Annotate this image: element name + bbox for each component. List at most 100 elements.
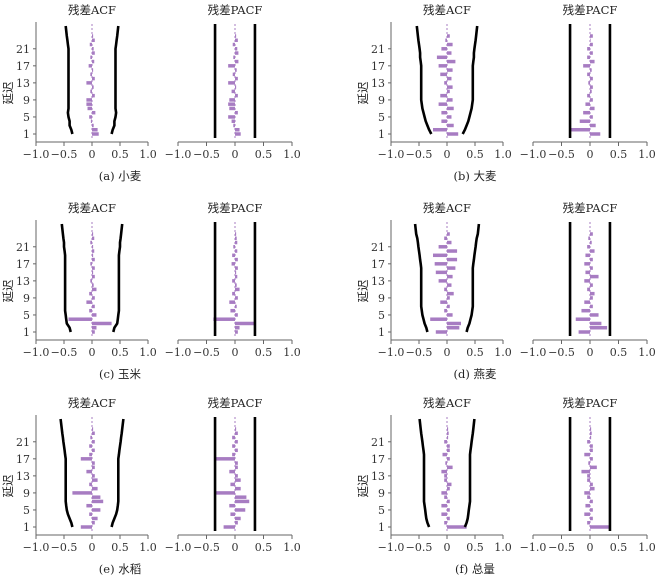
pacf-bar-lag-7	[590, 304, 593, 309]
acf-bar-lag-7	[92, 499, 104, 504]
pacf-bar-lag-1	[590, 132, 601, 136]
pacf-bar-lag-15	[232, 72, 235, 77]
acf-bar-lag-5	[447, 508, 450, 512]
acf-bar-lag-9	[441, 491, 447, 495]
acf-lower-bound	[64, 25, 74, 135]
acf-bar-lag-19	[433, 253, 447, 258]
acf-bar-lag-16	[445, 461, 447, 465]
pacf-bar-lag-19	[233, 55, 235, 60]
acf-bar-lag-15	[92, 270, 94, 275]
acf-bar-lag-15	[435, 270, 447, 275]
acf-bar-lag-10	[447, 291, 454, 296]
acf-bar-lag-18	[92, 59, 95, 64]
acf-lower-bound	[413, 223, 429, 333]
x-tick-label: −1.0	[23, 148, 50, 161]
y-tick-label: 1	[378, 326, 385, 339]
acf-bar-lag-21	[441, 47, 447, 51]
pacf-bar-lag-14	[235, 274, 238, 279]
x-tick-label: 0.5	[466, 541, 484, 554]
pacf-bar-lag-5	[235, 313, 238, 317]
acf-bar-lag-20	[89, 444, 92, 448]
pacf-bar-lag-6	[230, 308, 235, 313]
x-tick-label: 0.5	[610, 541, 628, 554]
acf-bar-lag-21	[92, 245, 94, 249]
acf-bar-lag-9	[92, 296, 95, 300]
y-tick-label: 17	[371, 60, 385, 73]
acf-bar-lag-2	[447, 325, 460, 330]
pacf-bar-lag-3	[590, 516, 593, 521]
pacf-plot: 残差PACF −1.0 −0.5 0 0.5 1.0	[165, 3, 301, 161]
acf-bar-lag-3	[447, 516, 450, 521]
y-tick-label: 13	[371, 77, 385, 90]
pacf-bar-lag-6	[235, 110, 238, 115]
acf-bar-lag-4	[89, 512, 92, 516]
pacf-bar-lag-20	[232, 444, 235, 448]
acf-bar-lag-13	[90, 279, 92, 283]
y-axis-label: 延迟	[356, 81, 370, 104]
acf-bar-lag-16	[92, 266, 95, 270]
x-tick-label: −1.0	[378, 541, 405, 554]
pacf-bar-lag-20	[590, 249, 595, 253]
pacf-bar-lag-12	[235, 283, 237, 287]
acf-bar-lag-24	[447, 427, 449, 431]
acf-bar-lag-2	[433, 127, 447, 132]
pacf-bar-lag-7	[590, 499, 593, 504]
acf-bar-lag-24	[447, 232, 450, 236]
y-tick-label: 1	[23, 128, 30, 141]
panel-caption: (a) 小麦	[99, 169, 142, 183]
acf-bar-lag-23	[445, 38, 447, 43]
acf-bar-lag-4	[441, 119, 447, 123]
acf-bar-lag-22	[90, 240, 92, 245]
y-tick-label: 9	[378, 487, 385, 500]
acf-title: 残差ACF	[423, 396, 471, 410]
pacf-bar-lag-20	[590, 444, 593, 448]
x-tick-label: 1.0	[638, 346, 656, 359]
panel-caption: (f) 总量	[455, 562, 495, 576]
y-tick-label: 17	[371, 258, 385, 271]
pacf-bar-lag-20	[235, 51, 239, 55]
pacf-bar-lag-19	[235, 448, 238, 453]
acf-bar-lag-20	[447, 249, 458, 253]
x-tick-label: 0	[587, 148, 594, 161]
x-tick-label: 1.0	[283, 148, 301, 161]
pacf-bar-lag-22	[235, 240, 238, 245]
acf-title: 残差ACF	[423, 201, 471, 215]
acf-bar-lag-4	[90, 119, 92, 123]
acf-bar-lag-12	[92, 283, 94, 287]
y-tick-label: 13	[371, 275, 385, 288]
x-tick-label: 0	[89, 541, 96, 554]
acf-bar-lag-3	[92, 123, 94, 128]
pacf-bar-lag-5	[590, 313, 599, 317]
pacf-bar-lag-17	[584, 262, 590, 266]
pacf-bar-lag-13	[587, 474, 590, 478]
pacf-bar-lag-6	[581, 308, 590, 313]
acf-plot: 残差ACF 1 5 9 13 17 21 −1.0 −0.5 0 0.5 1.0	[16, 201, 157, 359]
acf-plot: 残差ACF 1 5 9 13 17 21 −1.0 −0.5 0 0.5 1.0	[16, 396, 157, 554]
x-tick-label: 0	[232, 541, 239, 554]
acf-bar-lag-8	[86, 300, 92, 304]
acf-bar-lag-21	[438, 245, 447, 249]
acf-bar-lag-22	[447, 435, 449, 440]
x-tick-label: −0.5	[193, 148, 220, 161]
pacf-plot: 残差PACF −1.0 −0.5 0 0.5 1.0	[165, 201, 301, 359]
y-axis-label: 延迟	[1, 279, 15, 302]
pacf-bar-lag-4	[579, 119, 590, 123]
y-tick-label: 13	[16, 77, 30, 90]
acf-bar-lag-6	[86, 503, 92, 508]
x-tick-label: −1.0	[378, 148, 405, 161]
acf-bar-lag-24	[92, 232, 94, 236]
pacf-bar-lag-12	[587, 478, 590, 482]
acf-bar-lag-8	[92, 495, 101, 499]
pacf-bar-lag-7	[229, 106, 235, 111]
y-tick-label: 21	[16, 241, 30, 254]
acf-bar-lag-20	[447, 51, 452, 55]
acf-bar-lag-11	[92, 287, 97, 292]
y-tick-label: 5	[378, 504, 385, 517]
x-tick-label: −1.0	[165, 148, 192, 161]
acf-upper-bound	[112, 223, 124, 333]
acf-bar-lag-19	[92, 253, 94, 258]
pacf-bar-lag-18	[590, 59, 595, 64]
acf-lower-bound	[415, 25, 433, 135]
panel-caption: (e) 水稻	[99, 562, 141, 576]
acf-bar-lag-13	[444, 474, 447, 478]
